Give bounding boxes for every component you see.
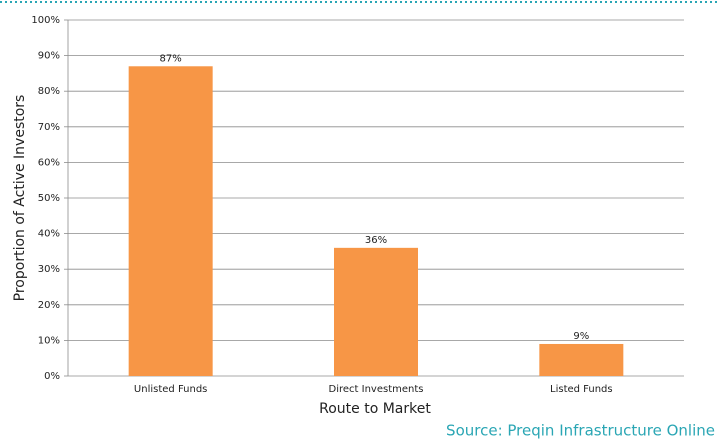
y-tick-label: 70% — [38, 122, 60, 133]
y-tick-label: 90% — [38, 51, 60, 62]
bar — [128, 66, 213, 376]
y-tick-label: 80% — [38, 86, 60, 97]
y-tick-label: 20% — [38, 300, 60, 311]
y-tick-label: 10% — [38, 335, 60, 346]
data-label: 9% — [573, 331, 589, 342]
bar — [334, 247, 418, 376]
source: Source: Preqin Infrastructure Online — [446, 422, 715, 440]
data-label: 87% — [160, 53, 182, 64]
y-axis-label: Proportion of Active Investors — [12, 95, 28, 302]
bar — [539, 343, 624, 376]
x-axis-label: Route to Market — [319, 401, 431, 417]
x-tick-label: Listed Funds — [550, 384, 613, 395]
y-tick-label: 0% — [44, 371, 60, 382]
y-tick-label: 30% — [38, 264, 60, 275]
y-tick-label: 40% — [38, 229, 60, 240]
x-tick-label: Direct Investments — [329, 384, 424, 395]
x-tick-label: Unlisted Funds — [134, 384, 207, 395]
y-tick-label: 60% — [38, 157, 60, 168]
data-label: 36% — [365, 235, 387, 246]
y-tick-label: 50% — [38, 193, 60, 204]
y-tick-label: 100% — [31, 15, 60, 26]
